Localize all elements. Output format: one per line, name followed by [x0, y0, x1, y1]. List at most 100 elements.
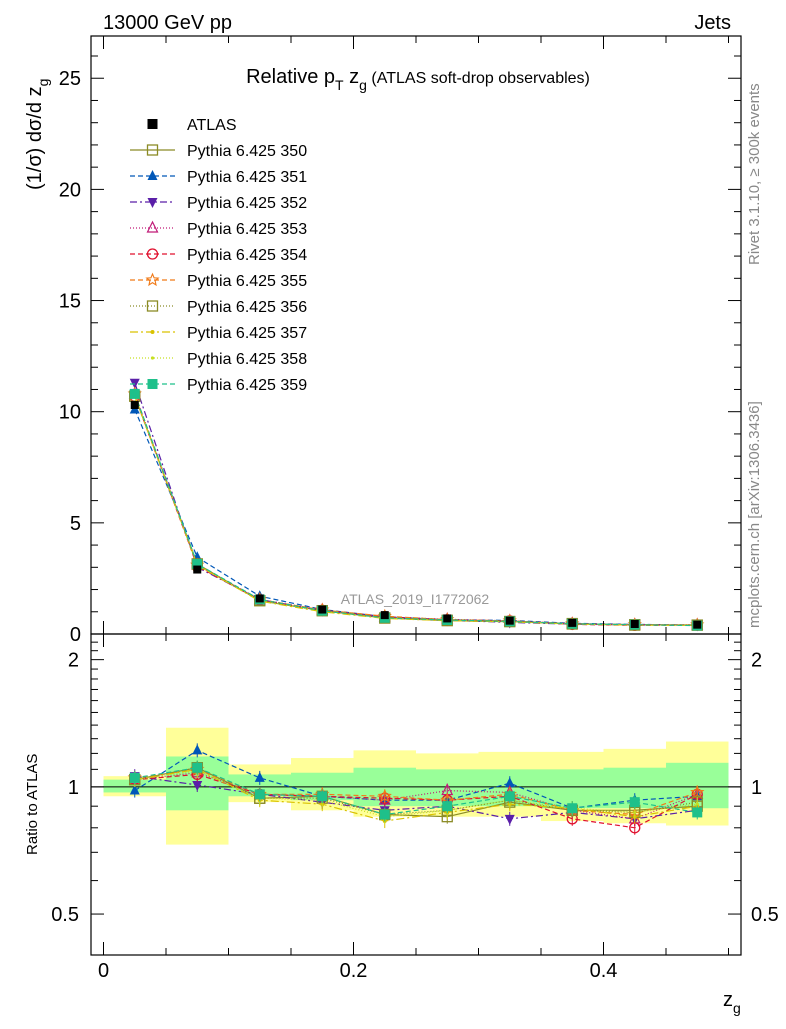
series-point-ratio [317, 791, 328, 802]
legend-label: Pythia 6.425 359 [187, 377, 307, 394]
legend-entry: ATLAS [147, 117, 237, 134]
legend-label: Pythia 6.425 352 [187, 195, 307, 212]
legend-entry: Pythia 6.425 359 [130, 377, 307, 394]
series-point-main [129, 388, 140, 399]
data-point [505, 616, 514, 625]
ratio-ytick-label-left: 2 [68, 650, 79, 672]
legend-label: Pythia 6.425 351 [187, 169, 307, 186]
series-point-ratio [129, 772, 140, 783]
legend-entry: Pythia 6.425 351 [130, 169, 307, 186]
legend-label: Pythia 6.425 355 [187, 273, 307, 290]
legend-entry: Pythia 6.425 357 [130, 325, 307, 342]
series-line-main-2 [134, 382, 698, 626]
legend-label: ATLAS [187, 117, 237, 134]
legend-label: Pythia 6.425 358 [187, 351, 307, 368]
main-ytick-label: 15 [59, 291, 81, 313]
legend-entry: Pythia 6.425 358 [130, 351, 307, 368]
series-line-ratio-4 [134, 773, 698, 829]
series-point-ratio [504, 777, 515, 788]
plot-title: Relative pT zg (ATLAS soft-drop observab… [246, 66, 590, 93]
series-line-ratio-1 [134, 749, 698, 809]
x-axis-label: zg [723, 989, 741, 1016]
legend-label: Pythia 6.425 354 [187, 247, 307, 264]
series-line-ratio-6 [134, 767, 698, 816]
legend-marker [147, 198, 158, 208]
series-point-ratio [504, 791, 515, 802]
legend-marker [146, 300, 159, 312]
ratio-ytick-label-left: 1 [68, 777, 79, 799]
series-point-ratio [442, 801, 453, 812]
series-line-ratio-7 [134, 768, 698, 822]
header-right: Jets [694, 12, 731, 34]
series-layer [127, 378, 705, 835]
legend-entry: Pythia 6.425 352 [130, 195, 307, 212]
series-point-ratio [377, 788, 392, 803]
main-ytick-label: 0 [70, 624, 81, 646]
legend-label: Pythia 6.425 356 [187, 299, 307, 316]
analysis-watermark: ATLAS_2019_I1772062 [341, 591, 490, 607]
data-point [693, 620, 702, 629]
rivet-label: Rivet 3.1.10, ≥ 300k events [746, 83, 763, 265]
legend-label: Pythia 6.425 357 [187, 325, 307, 342]
series-line-main-9 [134, 393, 698, 627]
main-ytick-label: 10 [59, 402, 81, 424]
series-point-ratio [690, 784, 705, 799]
series-line-ratio-9 [134, 767, 698, 816]
series-point-ratio [254, 789, 265, 800]
ratio-ytick-label-right: 0.5 [751, 904, 779, 926]
main-ytick-label: 20 [59, 179, 81, 201]
header-left: 13000 GeV pp [103, 12, 232, 34]
legend-entry: Pythia 6.425 353 [130, 220, 307, 238]
data-point [130, 401, 139, 410]
series-point-ratio [695, 802, 699, 806]
legend-entry: Pythia 6.425 356 [130, 299, 307, 316]
series-point-ratio [254, 771, 265, 782]
series-point-ratio [633, 810, 637, 815]
xtick-label: 0.2 [340, 960, 368, 982]
series-point-ratio [379, 809, 390, 820]
series-point-ratio [192, 762, 203, 773]
legend-marker [146, 248, 159, 260]
data-point [255, 594, 264, 603]
data-point [568, 618, 577, 627]
legend-entry: Pythia 6.425 355 [130, 272, 307, 290]
ratio-ytick-label-right: 2 [751, 650, 762, 672]
legend-label: Pythia 6.425 353 [187, 221, 307, 238]
legend-marker [147, 170, 158, 180]
data-point [193, 565, 202, 574]
data-point [380, 611, 389, 620]
series-point-ratio [692, 807, 703, 818]
legend-marker [146, 144, 159, 156]
series-line-ratio-3 [134, 772, 698, 820]
legend-marker [146, 220, 159, 233]
data-point [318, 605, 327, 614]
legend-marker [147, 379, 158, 389]
series-point-ratio [567, 803, 578, 814]
legend-marker [145, 272, 160, 287]
legend: ATLAS Pythia 6.425 350 Pythia 6.425 351 Pyt… [130, 117, 307, 394]
legend-label: Pythia 6.425 350 [187, 143, 307, 160]
legend-marker [150, 330, 155, 334]
legend-marker [147, 119, 158, 129]
series-point-ratio [192, 744, 203, 755]
series-point-ratio [192, 781, 203, 792]
xtick-label: 0 [98, 960, 109, 982]
data-point [443, 614, 452, 623]
series-point-ratio [129, 784, 140, 795]
series-point-ratio [504, 814, 515, 825]
series-line-ratio-0 [134, 767, 698, 818]
ratio-ytick-label-right: 1 [751, 777, 762, 799]
legend-entry: Pythia 6.425 354 [130, 247, 307, 264]
legend-entry: Pythia 6.425 350 [130, 143, 307, 160]
ratio-uncertainty-bands [91, 727, 741, 845]
series-point-main [192, 558, 203, 569]
y-axis-label-main: (1/σ) dσ/d zg [24, 79, 51, 190]
data-point [630, 619, 639, 628]
mcplots-label: mcplots.cern.ch [arXiv:1306.3436] [746, 401, 763, 628]
ratio-ytick-label-left: 0.5 [51, 904, 79, 926]
main-ytick-label: 25 [59, 68, 81, 90]
series-point-ratio [629, 797, 640, 808]
